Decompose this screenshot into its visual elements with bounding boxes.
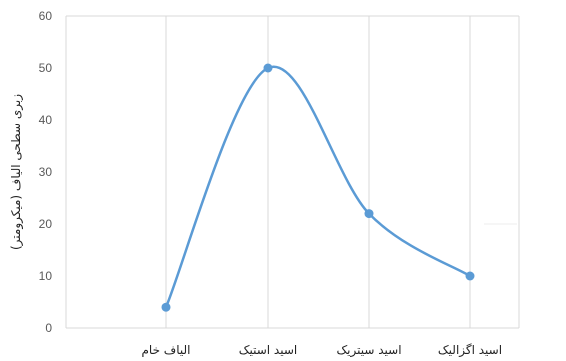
y-tick-label: 60 bbox=[39, 9, 53, 23]
data-point bbox=[364, 209, 374, 219]
y-tick-label: 10 bbox=[39, 269, 53, 283]
y-tick-label: 20 bbox=[39, 217, 53, 231]
gridlines bbox=[65, 15, 520, 329]
x-tick-label: الیاف خام bbox=[141, 343, 190, 357]
y-axis-ticks: 0 10 20 30 40 50 60 bbox=[39, 9, 53, 335]
data-point bbox=[263, 63, 273, 73]
y-tick-label: 50 bbox=[39, 61, 53, 75]
x-tick-label: اسید اگزالیک bbox=[438, 343, 502, 358]
x-tick-label: اسید سیتریک bbox=[336, 343, 401, 358]
y-axis-label: زبری سطحی الیاف (میکرومتر) bbox=[9, 94, 24, 250]
y-tick-label: 0 bbox=[45, 321, 52, 335]
series bbox=[161, 63, 475, 312]
series-line bbox=[164, 65, 472, 309]
y-tick-label: 40 bbox=[39, 113, 53, 127]
y-tick-label: 30 bbox=[39, 165, 53, 179]
data-point bbox=[465, 271, 475, 281]
x-tick-label: اسید استیک bbox=[239, 343, 298, 357]
x-axis-labels: الیاف خام اسید استیک اسید سیتریک اسید اگزال… bbox=[141, 343, 502, 358]
data-point bbox=[161, 302, 171, 312]
